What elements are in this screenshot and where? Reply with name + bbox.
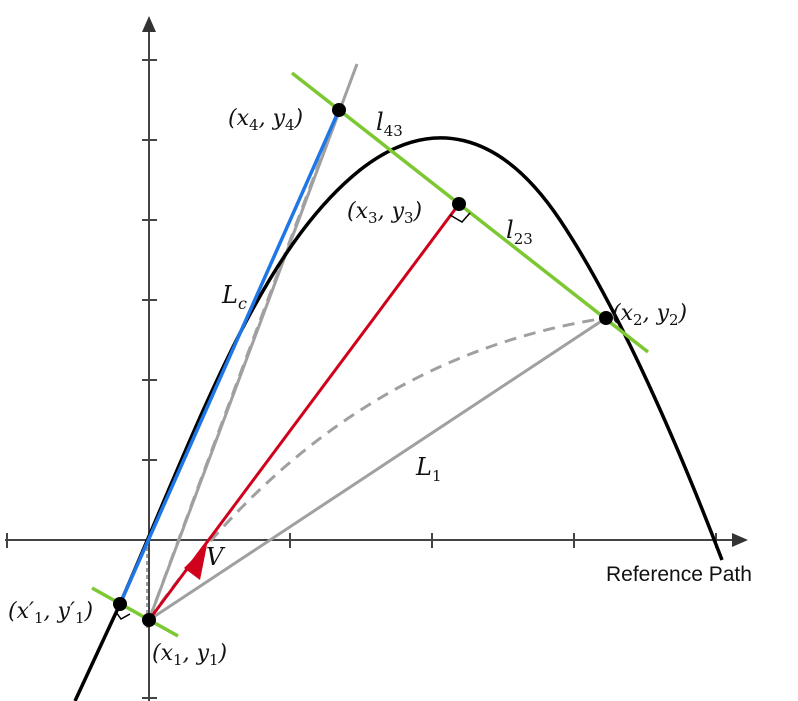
velocity-arrow-icon (184, 545, 207, 580)
point-p4 (332, 103, 346, 117)
label-p4: (x4, y4) (228, 106, 303, 134)
green-line-l43-l23 (290, 71, 650, 354)
dashed-curve-to-p4 (147, 109, 341, 621)
point-p2 (599, 311, 613, 325)
label-V: V (206, 543, 226, 571)
right-angle-marker-p1p (115, 611, 131, 620)
y-axis-arrow-icon (142, 16, 156, 32)
label-l23: l23 (506, 216, 533, 248)
grey-line-to-top (147, 63, 359, 621)
x-axis-arrow-icon (732, 533, 748, 547)
green-line-bottom (91, 586, 179, 638)
point-p3 (452, 197, 466, 211)
point-p1 (142, 613, 156, 627)
label-p1: (x1, y1) (152, 641, 227, 669)
label-l43: l43 (376, 108, 403, 140)
label-L1: L1 (415, 453, 441, 485)
grey-lines (147, 63, 607, 622)
line-L1 (148, 316, 607, 622)
point-p1-prime (113, 597, 127, 611)
label-p3: (x3, y3) (347, 199, 422, 227)
label-reference-path: Reference Path (606, 563, 752, 586)
red-line (147, 203, 461, 621)
points (113, 103, 613, 627)
line-Lc (118, 109, 341, 605)
right-angle-marker-p3 (449, 212, 471, 223)
label-p1-prime: (x′1, y′1) (8, 599, 93, 627)
label-p2: (x2, y2) (612, 301, 687, 329)
reference-path-curve (73, 136, 724, 701)
label-Lc: Lc (221, 281, 247, 313)
